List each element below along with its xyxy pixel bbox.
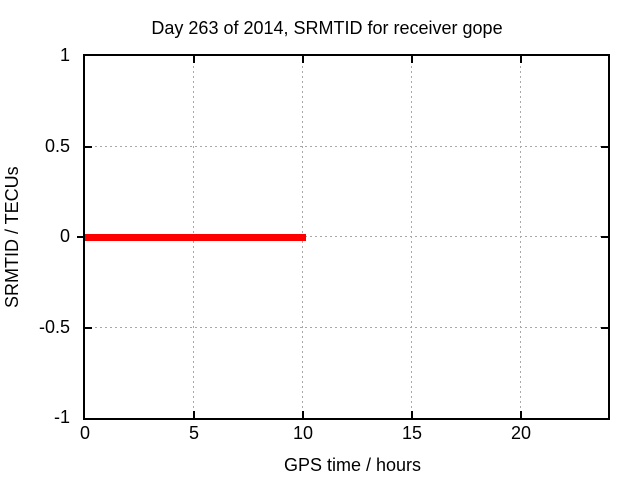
y-tick-left <box>85 327 92 329</box>
x-tick-label: 20 <box>510 423 532 443</box>
x-tick-top <box>302 56 304 63</box>
x-tick-label: 10 <box>292 423 314 443</box>
x-tick-bottom <box>193 411 195 418</box>
y-tick-right <box>601 146 608 148</box>
x-tick-label: 15 <box>401 423 423 443</box>
y-zero-outer-tick <box>77 236 85 238</box>
x-axis-label: GPS time / hours <box>283 455 422 475</box>
y-tick-left <box>85 146 92 148</box>
x-tick-top <box>411 56 413 63</box>
y-tick-label: -0.5 <box>38 317 70 337</box>
y-gridline <box>85 236 608 237</box>
x-tick-label: 5 <box>188 423 199 443</box>
y-tick-label: 0 <box>59 226 70 246</box>
y-tick-label: 0.5 <box>44 136 70 156</box>
x-gridline <box>520 56 521 418</box>
x-gridline <box>411 56 412 418</box>
x-tick-bottom <box>411 411 413 418</box>
x-tick-bottom <box>520 411 522 418</box>
x-tick-top <box>193 56 195 63</box>
y-tick-label: 1 <box>59 45 70 65</box>
x-tick-label: 0 <box>79 423 90 443</box>
y-gridline <box>85 327 608 328</box>
plot-area <box>83 54 610 420</box>
x-tick-bottom <box>302 411 304 418</box>
y-gridline <box>85 146 608 147</box>
y-tick-right <box>601 327 608 329</box>
series-line-segment <box>85 234 306 241</box>
y-tick-right <box>601 236 608 238</box>
y-tick-label: -1 <box>53 407 70 427</box>
chart-title: Day 263 of 2014, SRMTID for receiver gop… <box>151 18 503 38</box>
x-tick-top <box>520 56 522 63</box>
